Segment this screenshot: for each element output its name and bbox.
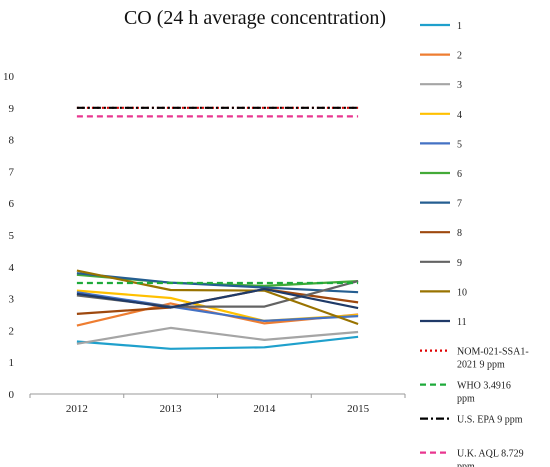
x-tick-label: 2013 <box>160 403 183 415</box>
legend-label: U.S. EPA 9 ppm <box>457 415 523 426</box>
legend-item: 6 <box>420 169 462 180</box>
legend-item: 2 <box>420 51 462 62</box>
legend-item: WHO 3.4916 ppm <box>420 381 511 405</box>
legend-label: 8 <box>457 228 462 239</box>
legend: 1 2 3 4 5 6 7 8 9 10 11 NOM-021-SSA1- 2021 9 ppm WHO … <box>420 21 529 467</box>
legend-item: U.S. EPA 9 ppm <box>420 415 523 426</box>
legend-item: 7 <box>420 199 462 210</box>
series-line-2 <box>76 326 359 345</box>
axes: 0 1 2 3 4 5 6 7 8 9 10 2012 2013 2014 2015 <box>3 71 406 415</box>
legend-label: ppm <box>457 394 475 405</box>
y-tick-label: 6 <box>9 198 15 210</box>
x-tick-label: 2015 <box>347 403 370 415</box>
series-line-6 <box>76 272 359 294</box>
legend-label: 5 <box>457 139 462 150</box>
x-tick-label: 2012 <box>66 403 88 415</box>
y-tick-label: 7 <box>9 166 15 178</box>
legend-label: 2 <box>457 51 462 62</box>
legend-item: 10 <box>420 287 467 298</box>
chart-title: CO (24 h average concentration) <box>124 7 386 29</box>
legend-item: 5 <box>420 139 462 150</box>
legend-label: U.K. AQL 8.729 <box>457 449 524 460</box>
legend-label: 11 <box>457 317 467 328</box>
legend-item: 1 <box>420 21 462 32</box>
legend-item: 9 <box>420 258 462 269</box>
y-tick-label: 8 <box>9 135 15 147</box>
legend-label: 4 <box>457 110 462 121</box>
y-tick-label: 2 <box>9 325 15 337</box>
legend-label: 9 <box>457 258 462 269</box>
legend-label: 2021 9 ppm <box>457 360 505 371</box>
y-tick-label: 5 <box>9 230 15 242</box>
legend-label: NOM-021-SSA1- <box>457 347 529 358</box>
legend-label: 3 <box>457 80 462 91</box>
legend-label: ppm <box>457 462 475 467</box>
y-tick-label: 3 <box>9 294 15 306</box>
x-tick-label: 2014 <box>253 403 276 415</box>
series-layer <box>76 106 359 350</box>
legend-item: 8 <box>420 228 462 239</box>
legend-label: 1 <box>457 21 462 32</box>
legend-label: 10 <box>457 287 467 298</box>
legend-item: 4 <box>420 110 462 121</box>
legend-item: U.K. AQL 8.729 ppm <box>420 449 524 467</box>
legend-item: 11 <box>420 317 467 328</box>
series-line-4 <box>76 291 359 322</box>
legend-label: WHO 3.4916 <box>457 381 511 392</box>
legend-item: NOM-021-SSA1- 2021 9 ppm <box>420 347 529 371</box>
legend-label: 6 <box>457 169 462 180</box>
legend-item: 3 <box>420 80 462 91</box>
y-tick-label: 0 <box>9 389 15 401</box>
y-tick-label: 10 <box>3 71 15 83</box>
y-tick-label: 4 <box>9 262 15 274</box>
series-line-10 <box>76 288 359 310</box>
series-line-9 <box>76 269 359 326</box>
y-tick-label: 1 <box>9 357 15 369</box>
series-line-0 <box>76 335 359 350</box>
legend-label: 7 <box>457 199 462 210</box>
y-tick-label: 9 <box>9 103 15 115</box>
